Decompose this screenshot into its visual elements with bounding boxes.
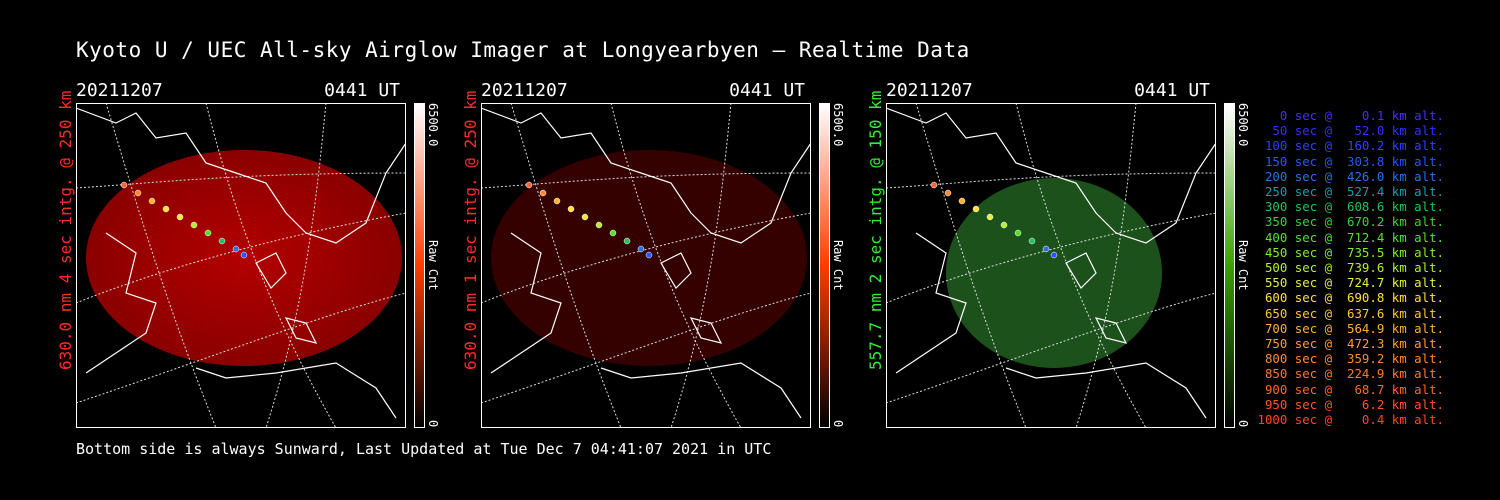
panel-1-cbar-label: Raw Cnt: [426, 240, 440, 291]
panel-1-image: [76, 103, 406, 428]
panel-3-date: 20211207: [886, 80, 973, 101]
panel-2-side-label: 630.0 nm 1 sec intg. @ 250 km: [461, 90, 480, 370]
legend-entry: 550 sec @ 724.7 km alt.: [1257, 275, 1444, 291]
legend-entry: 150 sec @ 303.8 km alt.: [1257, 153, 1444, 169]
legend-entry: 500 sec @ 739.6 km alt.: [1257, 260, 1444, 275]
panel-3-cbar-min: 0: [1236, 420, 1250, 428]
trajectory: [120, 181, 248, 259]
panel-3-side-label: 557.7 nm 2 sec intg. @ 150 km: [866, 90, 885, 370]
panel-1-cbar-min: 0: [426, 420, 440, 428]
panel-2-date: 20211207: [481, 80, 568, 101]
footer-text: Bottom side is always Sunward, Last Upda…: [76, 440, 772, 458]
legend-entry: 1000 sec @ 0.4 km alt.: [1257, 412, 1445, 427]
legend-entry: 300 sec @ 608.6 km alt.: [1257, 199, 1444, 215]
page-title: Kyoto U / UEC All-sky Airglow Imager at …: [76, 38, 970, 62]
panel-1-time: 0441 UT: [324, 80, 400, 101]
legend-entry: 100 sec @ 160.2 km alt.: [1257, 138, 1444, 154]
legend-entry: 200 sec @ 426.0 km alt.: [1257, 168, 1444, 184]
trajectory: [930, 181, 1058, 259]
legend-entry: 350 sec @ 670.2 km alt.: [1257, 214, 1444, 230]
coastline: [76, 107, 406, 419]
panel-2-cbar-max: 6500.0: [831, 103, 845, 147]
coastline: [481, 107, 811, 419]
legend-entry: 650 sec @ 637.6 km alt.: [1257, 305, 1444, 321]
panel-3-cbar-label: Raw Cnt: [1236, 240, 1250, 291]
panel-2-image: [481, 103, 811, 428]
legend-entry: 450 sec @ 735.5 km alt.: [1257, 244, 1444, 260]
legend-entry: 900 sec @ 68.7 km alt.: [1257, 381, 1444, 397]
panel-1-cbar-max: 6500.0: [426, 103, 440, 147]
legend-entry: 850 sec @ 224.9 km alt.: [1257, 366, 1444, 382]
panel-3-colorbar: [1224, 103, 1235, 428]
legend-entry: 700 sec @ 564.9 km alt.: [1257, 320, 1444, 336]
legend-entry: 50 sec @ 52.0 km alt.: [1257, 123, 1444, 139]
panel-3-time: 0441 UT: [1134, 80, 1210, 101]
coastline: [886, 107, 1216, 419]
legend-entry: 950 sec @ 6.2 km alt.: [1257, 396, 1444, 412]
legend-entry: 750 sec @ 472.3 km alt.: [1257, 336, 1444, 351]
legend-entry: 250 sec @ 527.4 km alt.: [1257, 184, 1444, 199]
panel-3-image: [886, 103, 1216, 428]
panel-2-colorbar: [819, 103, 830, 428]
legend-entry: 600 sec @ 690.8 km alt.: [1257, 290, 1444, 306]
panel-2-cbar-min: 0: [831, 420, 845, 428]
trajectory: [525, 181, 653, 259]
panel-1-colorbar: [414, 103, 425, 428]
panel-2-cbar-label: Raw Cnt: [831, 240, 845, 291]
legend-entry: 400 sec @ 712.4 km alt.: [1257, 229, 1444, 245]
legend-entry: 0 sec @ 0.1 km alt.: [1257, 108, 1444, 123]
panel-3-cbar-max: 6500.0: [1236, 103, 1250, 147]
panel-2-time: 0441 UT: [729, 80, 805, 101]
panel-1-side-label: 630.0 nm 4 sec intg. @ 250 km: [56, 90, 75, 370]
legend-entry: 800 sec @ 359.2 km alt.: [1257, 351, 1444, 367]
panel-1-date: 20211207: [76, 80, 163, 101]
